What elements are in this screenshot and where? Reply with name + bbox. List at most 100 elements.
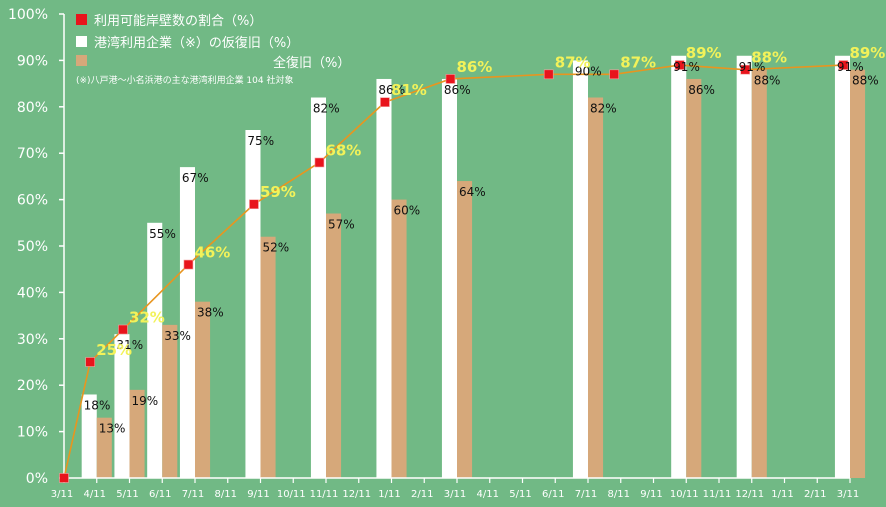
berth-ratio-label: 86%	[456, 58, 492, 76]
full-recovery-bar	[588, 97, 604, 479]
full-recovery-bar	[96, 417, 112, 478]
partial-recovery-label: 18%	[84, 398, 111, 412]
berth-ratio-marker	[183, 259, 194, 270]
full-recovery-label: 88%	[852, 74, 879, 88]
full-recovery-bar	[129, 389, 145, 478]
partial-recovery-bar	[147, 222, 163, 478]
berth-ratio-label: 59%	[260, 183, 296, 201]
x-tick-label: 6/11	[149, 489, 171, 500]
x-tick-label: 8/11	[215, 489, 237, 500]
partial-recovery-bar	[671, 55, 687, 478]
berth-ratio-label: 25%	[96, 341, 132, 359]
berth-ratio-label: 87%	[555, 53, 591, 71]
berth-ratio-marker	[543, 69, 554, 80]
x-tick-label: 3/11	[51, 489, 73, 500]
y-tick-label: 100%	[8, 7, 48, 23]
berth-ratio-label: 68%	[325, 141, 361, 159]
partial-recovery-label: 90%	[575, 64, 602, 78]
y-tick-label: 80%	[17, 100, 48, 116]
berth-ratio-marker	[314, 157, 325, 168]
berth-ratio-marker	[249, 199, 259, 210]
berth-ratio-marker	[85, 357, 95, 367]
partial-recovery-bar	[441, 78, 457, 479]
x-tick-label: 5/11	[509, 489, 531, 500]
full-recovery-label: 38%	[197, 306, 224, 320]
berth-ratio-label: 32%	[129, 309, 165, 327]
full-recovery-bar	[457, 181, 473, 479]
partial-recovery-label: 67%	[182, 171, 209, 185]
full-recovery-label: 88%	[754, 74, 781, 88]
legend-partial-label: 港湾利用企業（※）の仮復旧（%）	[94, 35, 299, 51]
y-tick-label: 60%	[17, 193, 48, 209]
full-recovery-label: 60%	[394, 204, 421, 218]
partial-recovery-label: 91%	[673, 60, 700, 74]
full-recovery-bar	[260, 236, 276, 478]
berth-ratio-marker	[609, 69, 620, 80]
x-tick-label: 4/11	[84, 489, 106, 500]
legend-full-label: 全復旧（%）	[273, 55, 350, 71]
x-tick-label: 3/11	[444, 489, 466, 500]
berth-ratio-marker	[740, 64, 751, 75]
full-recovery-label: 52%	[263, 241, 290, 255]
x-tick-label: 9/11	[247, 489, 269, 500]
full-recovery-bar	[751, 69, 767, 479]
x-tick-label: 6/11	[542, 489, 564, 500]
partial-recovery-bar	[376, 78, 392, 479]
x-tick-label: 2/11	[804, 489, 826, 500]
full-recovery-label: 19%	[132, 394, 159, 408]
x-tick-label: 10/11	[670, 489, 699, 500]
partial-recovery-label: 82%	[313, 102, 340, 116]
berth-ratio-label: 81%	[391, 81, 427, 99]
legend-line-swatch	[76, 14, 87, 25]
x-tick-label: 12/11	[735, 489, 764, 500]
partial-recovery-label: 91%	[837, 60, 864, 74]
partial-recovery-label: 75%	[247, 134, 274, 148]
labels-layer: 18% 31% 55% 67% 75% 82% 86% 86% 90% 91% 91% 91% 13% 1…	[84, 44, 886, 436]
partial-recovery-bar	[572, 60, 588, 479]
partial-recovery-label: 91%	[739, 60, 766, 74]
y-tick-label: 10%	[17, 425, 48, 441]
x-tick-label: 7/11	[182, 489, 204, 500]
legend: 利用可能岸壁数の割合（%） 港湾利用企業（※）の仮復旧（%） (※)八戸港〜小名…	[76, 13, 350, 86]
x-tick-label: 5/11	[116, 489, 138, 500]
legend-note: (※)八戸港〜小名浜港の主な港湾利用企業 104 社対象	[76, 74, 293, 86]
x-tick-label: 7/11	[575, 489, 597, 500]
legend-line-label: 利用可能岸壁数の割合（%）	[94, 13, 262, 29]
full-recovery-label: 57%	[328, 218, 355, 232]
x-tick-label: 11/11	[310, 489, 339, 500]
full-recovery-label: 33%	[164, 329, 191, 343]
x-tick-label: 10/11	[277, 489, 306, 500]
y-tick-label: 30%	[17, 332, 48, 348]
axes-layer: 0% 10% 20% 30% 40% 50% 60% 70% 80% 90% 100% 3/11 4/1…	[8, 7, 859, 500]
berth-ratio-label: 89%	[849, 44, 885, 62]
full-recovery-bar	[391, 199, 407, 478]
full-recovery-label: 13%	[99, 422, 126, 436]
partial-recovery-label: 31%	[116, 338, 143, 352]
berth-ratio-label: 89%	[686, 44, 722, 62]
full-recovery-bar	[686, 78, 702, 479]
berth-ratio-label: 88%	[751, 49, 787, 67]
partial-recovery-bar	[114, 334, 130, 478]
partial-recovery-label: 55%	[149, 227, 176, 241]
partial-recovery-bar	[736, 55, 752, 478]
berth-ratio-marker	[445, 74, 456, 84]
line-layer	[59, 60, 849, 483]
full-recovery-bar	[850, 69, 866, 479]
full-recovery-label: 86%	[688, 83, 715, 97]
x-tick-label: 9/11	[640, 489, 662, 500]
legend-full-swatch	[76, 55, 87, 66]
y-tick-label: 70%	[17, 146, 48, 162]
berth-ratio-marker	[118, 324, 128, 335]
berth-ratio-label: 87%	[620, 53, 656, 71]
partial-recovery-bar	[834, 55, 850, 478]
berth-ratio-marker	[838, 60, 849, 70]
full-recovery-bar	[326, 213, 342, 478]
x-tick-label: 2/11	[411, 489, 433, 500]
berth-ratio-marker	[380, 97, 390, 107]
berth-ratio-marker	[674, 60, 685, 70]
x-tick-label: 1/11	[378, 489, 400, 500]
bars-layer	[81, 55, 866, 479]
partial-recovery-bar	[81, 394, 97, 478]
